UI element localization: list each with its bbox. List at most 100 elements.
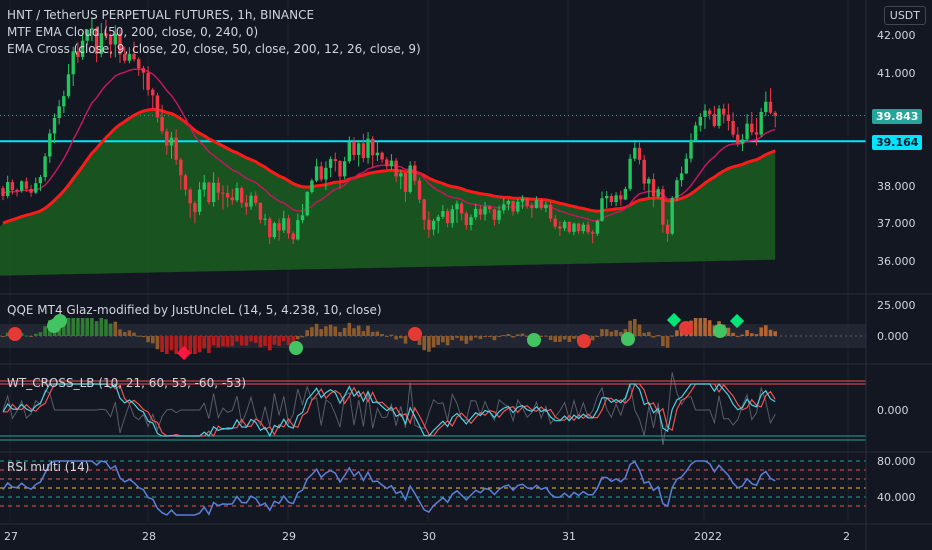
candle-body <box>731 121 735 135</box>
candle-body <box>586 224 590 233</box>
qqe-histogram-bar <box>469 336 473 341</box>
wt-pane-title[interactable]: WT_CROSS_LB (10, 21, 60, 53, -60, -53) <box>7 376 247 390</box>
qqe-histogram-bar <box>604 329 609 336</box>
qqe-histogram-bar <box>24 335 29 337</box>
candle-body <box>605 196 609 199</box>
candle-body <box>567 222 571 232</box>
qqe-histogram-bar <box>459 336 464 341</box>
qqe-histogram-bar <box>188 336 192 354</box>
candle-body <box>539 200 543 209</box>
candle-body <box>595 220 600 234</box>
candle-body <box>422 199 426 220</box>
candle-body <box>637 147 642 160</box>
indicator-ema-cross-label[interactable]: EMA Cross (close, 9, close, 20, close, 5… <box>7 42 421 56</box>
qqe-histogram-bar <box>548 336 553 340</box>
qqe-histogram-bar <box>661 336 665 347</box>
candle-body <box>66 74 71 97</box>
qqe-histogram-bar <box>136 335 141 337</box>
candle-body <box>651 179 656 197</box>
candle-body <box>347 142 351 162</box>
qqe-histogram-bar <box>29 336 33 337</box>
wt-difference-line <box>2 372 776 446</box>
qqe-histogram-bar <box>436 336 440 345</box>
candle-body <box>698 116 702 126</box>
qqe-histogram-bar <box>225 336 230 347</box>
qqe-pane-title[interactable]: QQE MT4 Glaz-modified by JustUncleL (14,… <box>7 303 382 317</box>
candle-body <box>366 138 370 158</box>
candle-body <box>464 213 468 226</box>
time-tick-28: 28 <box>142 530 156 543</box>
candle-body <box>20 181 24 191</box>
currency-button[interactable]: USDT <box>883 6 926 25</box>
qqe-histogram-bar <box>356 325 361 336</box>
qqe-histogram-bar <box>520 333 525 336</box>
candle-body <box>160 117 164 132</box>
qqe-histogram-bar <box>698 318 703 336</box>
rsi-pane-title[interactable]: RSI multi (14) <box>7 460 90 474</box>
candle-body <box>534 200 539 209</box>
candle-body <box>656 189 660 197</box>
rsi-pane[interactable] <box>0 460 866 516</box>
qqe-histogram-bar <box>389 334 394 336</box>
candle-body <box>174 137 178 160</box>
candle-body <box>385 159 389 167</box>
candle-body <box>525 198 529 206</box>
wt-cross-pane[interactable] <box>0 372 866 446</box>
candle-body <box>85 29 89 41</box>
qqe-histogram-bar <box>759 327 763 336</box>
candle-body <box>338 161 342 177</box>
qqe-histogram-bar <box>567 336 572 342</box>
candle-body <box>34 183 38 193</box>
qqe-histogram-bar <box>328 324 333 336</box>
qqe-histogram-bar <box>609 331 614 336</box>
candle-body <box>436 216 440 221</box>
qqe-histogram-bar <box>726 327 731 336</box>
candle-body <box>291 233 295 240</box>
qqe-histogram-bar <box>230 336 235 347</box>
qqe-histogram-bar <box>619 332 623 336</box>
price-pane[interactable] <box>0 18 866 276</box>
qqe-histogram-bar <box>104 319 108 336</box>
qqe-histogram-bar <box>595 336 600 337</box>
qqe-pane[interactable] <box>0 312 866 361</box>
candle-body <box>750 123 754 133</box>
candle-body <box>530 205 534 209</box>
candle-body <box>48 133 52 157</box>
qqe-histogram-bar <box>539 336 543 337</box>
qqe-histogram-bar <box>160 336 164 352</box>
candle-body <box>511 200 515 212</box>
qqe-histogram-bar <box>473 336 478 338</box>
candle-body <box>389 160 394 167</box>
candle-body <box>305 191 309 216</box>
wt1-line <box>2 382 776 438</box>
qqe-histogram-bar <box>445 336 450 346</box>
candle-body <box>726 114 731 121</box>
candle-body <box>614 195 618 203</box>
qqe-sell-dot <box>577 334 591 348</box>
qqe-histogram-bar <box>380 334 384 336</box>
candle-body <box>483 206 487 215</box>
candle-body <box>609 196 614 202</box>
candle-body <box>155 95 160 118</box>
indicator-ema-cloud-label[interactable]: MTF EMA Cloud (50, 200, close, 0, 240, 0… <box>7 25 259 39</box>
qqe-histogram-bar <box>399 336 403 339</box>
qqe-histogram-bar <box>628 320 632 336</box>
qqe-histogram-bar <box>768 329 773 336</box>
qqe-histogram-bar <box>5 332 10 336</box>
qqe-histogram-bar <box>239 336 244 346</box>
qqe-histogram-bar <box>296 336 300 340</box>
qqe-histogram-bar <box>745 330 749 336</box>
candle-body <box>623 188 628 200</box>
candle-body <box>146 72 150 90</box>
qqe-histogram-bar <box>342 327 347 336</box>
candle-body <box>6 182 10 196</box>
qqe-histogram-bar <box>773 331 777 336</box>
candle-body <box>576 223 581 232</box>
candle-body <box>268 218 272 238</box>
candle-body <box>628 158 632 189</box>
qqe-histogram-bar <box>132 332 136 336</box>
ema-cloud <box>0 109 776 276</box>
